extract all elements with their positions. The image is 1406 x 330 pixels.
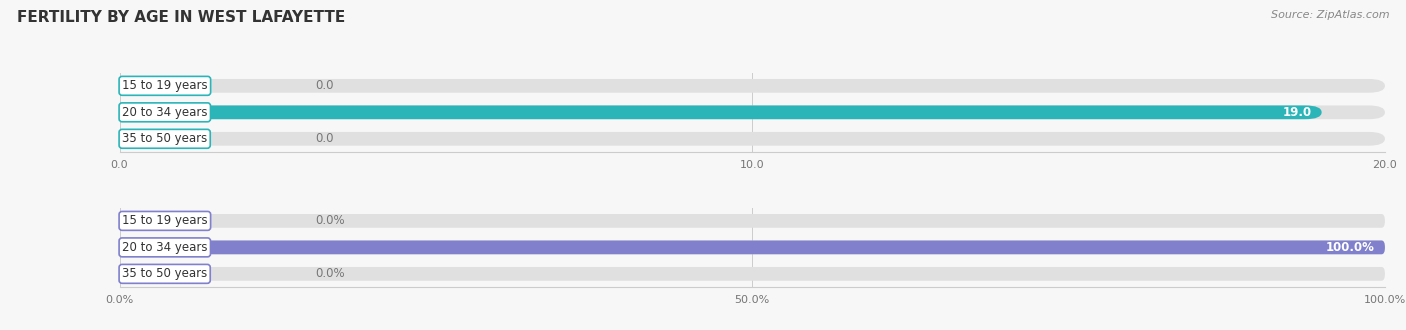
Text: Source: ZipAtlas.com: Source: ZipAtlas.com	[1271, 10, 1389, 20]
Text: 20 to 34 years: 20 to 34 years	[122, 241, 208, 254]
Text: 0.0%: 0.0%	[316, 214, 346, 227]
FancyBboxPatch shape	[120, 241, 1385, 254]
FancyBboxPatch shape	[120, 79, 1385, 93]
Text: 100.0%: 100.0%	[1326, 241, 1375, 254]
Text: 35 to 50 years: 35 to 50 years	[122, 267, 207, 280]
FancyBboxPatch shape	[120, 214, 1385, 228]
Text: 19.0: 19.0	[1282, 106, 1312, 119]
Text: 15 to 19 years: 15 to 19 years	[122, 214, 208, 227]
Text: 15 to 19 years: 15 to 19 years	[122, 79, 208, 92]
FancyBboxPatch shape	[120, 106, 1322, 119]
FancyBboxPatch shape	[120, 106, 1385, 119]
Text: 0.0: 0.0	[316, 79, 335, 92]
FancyBboxPatch shape	[120, 132, 1385, 146]
FancyBboxPatch shape	[120, 241, 1385, 254]
Text: FERTILITY BY AGE IN WEST LAFAYETTE: FERTILITY BY AGE IN WEST LAFAYETTE	[17, 10, 344, 25]
Text: 20 to 34 years: 20 to 34 years	[122, 106, 208, 119]
FancyBboxPatch shape	[120, 267, 1385, 281]
Text: 0.0%: 0.0%	[316, 267, 346, 280]
Text: 35 to 50 years: 35 to 50 years	[122, 132, 207, 145]
Text: 0.0: 0.0	[316, 132, 335, 145]
